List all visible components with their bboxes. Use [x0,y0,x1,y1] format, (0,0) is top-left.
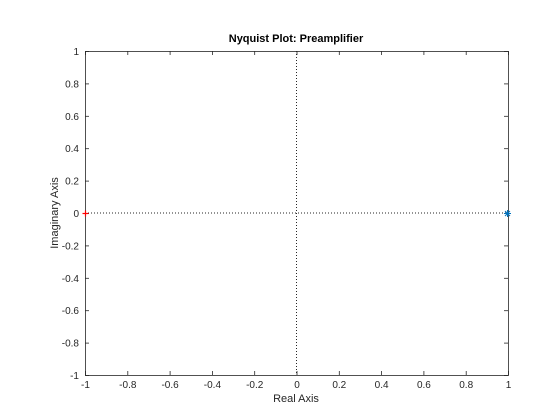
y-ticks: -1 -0.8 -0.6 -0.4 -0.2 0 0.2 0.4 0.6 0.8 1 [62,47,508,382]
x-tick-label: 0.8 [459,380,473,391]
x-tick-label: 0 [294,380,300,391]
x-tick-label: -0.4 [204,380,222,391]
y-tick-label: 0.8 [65,79,79,90]
x-tick-label: -1 [81,380,90,391]
y-tick-label: 0.6 [65,112,79,123]
y-tick-label: 0 [73,209,79,220]
x-ticks: -1 -0.8 -0.6 -0.4 -0.2 0 0.2 0.4 0.6 0.8 1 [81,51,512,391]
y-axis-label: Imaginary Axis [49,177,61,249]
zero-lines [85,51,508,375]
x-tick-label: 0.6 [417,380,431,391]
x-tick-label: 0.2 [332,380,346,391]
x-tick-label: -0.8 [119,380,137,391]
y-tick-label: 1 [73,47,79,58]
y-tick-label: -0.4 [62,274,80,285]
nyquist-point-stroke [504,210,511,217]
y-tick-label: 0.2 [65,177,79,188]
y-tick-label: -0.2 [62,241,80,252]
y-tick-label: -1 [70,371,79,382]
x-tick-label: -0.6 [161,380,179,391]
chart-title: Nyquist Plot: Preamplifier [229,33,364,45]
x-tick-label: 1 [506,380,512,391]
critical-point-marker [82,210,89,217]
x-tick-label: 0.4 [375,380,389,391]
nyquist-point-marker [504,210,511,217]
x-axis-label: Real Axis [273,393,319,405]
y-tick-label: 0.4 [65,144,79,155]
y-tick-label: -0.6 [62,306,80,317]
y-tick-label: -0.8 [62,339,80,350]
x-tick-label: -0.2 [246,380,264,391]
data-marks [82,210,511,217]
